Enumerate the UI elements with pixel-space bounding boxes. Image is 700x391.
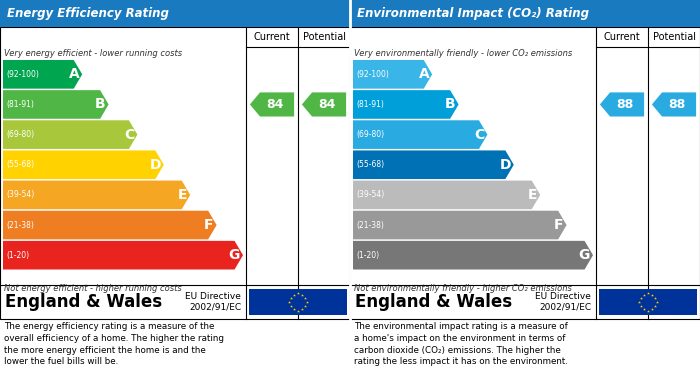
Text: (69-80): (69-80) <box>6 130 34 139</box>
Text: D: D <box>149 158 161 172</box>
Text: England & Wales: England & Wales <box>355 293 512 311</box>
Bar <box>350 0 700 27</box>
Text: (21-38): (21-38) <box>356 221 384 230</box>
Text: (21-38): (21-38) <box>6 221 34 230</box>
Polygon shape <box>353 90 458 119</box>
Bar <box>350 27 700 319</box>
Text: England & Wales: England & Wales <box>5 293 162 311</box>
Text: Potential: Potential <box>302 32 346 42</box>
Text: E: E <box>528 188 537 202</box>
Text: B: B <box>445 97 456 111</box>
Text: Very energy efficient - lower running costs: Very energy efficient - lower running co… <box>4 49 182 58</box>
Text: F: F <box>554 218 564 232</box>
Text: EU Directive
2002/91/EC: EU Directive 2002/91/EC <box>535 292 591 312</box>
Bar <box>599 289 697 315</box>
Polygon shape <box>250 92 294 117</box>
Text: E: E <box>178 188 187 202</box>
Text: The environmental impact rating is a measure of
a home's impact on the environme: The environmental impact rating is a mea… <box>354 322 568 366</box>
Polygon shape <box>3 211 216 239</box>
Text: Potential: Potential <box>652 32 696 42</box>
Text: Current: Current <box>603 32 640 42</box>
Text: D: D <box>499 158 511 172</box>
Text: (81-91): (81-91) <box>356 100 384 109</box>
Text: Not energy efficient - higher running costs: Not energy efficient - higher running co… <box>4 284 182 293</box>
Text: Not environmentally friendly - higher CO₂ emissions: Not environmentally friendly - higher CO… <box>354 284 572 293</box>
Text: (92-100): (92-100) <box>356 70 389 79</box>
Polygon shape <box>3 90 108 119</box>
Text: A: A <box>419 67 429 81</box>
Polygon shape <box>353 151 514 179</box>
Polygon shape <box>353 211 566 239</box>
Text: Very environmentally friendly - lower CO₂ emissions: Very environmentally friendly - lower CO… <box>354 49 573 58</box>
Text: (69-80): (69-80) <box>356 130 384 139</box>
Text: A: A <box>69 67 79 81</box>
Polygon shape <box>600 92 644 117</box>
Text: (39-54): (39-54) <box>356 190 384 199</box>
Text: (39-54): (39-54) <box>6 190 34 199</box>
Text: (1-20): (1-20) <box>356 251 379 260</box>
Text: 88: 88 <box>668 98 685 111</box>
Bar <box>249 289 347 315</box>
Polygon shape <box>3 241 243 269</box>
Text: C: C <box>124 127 134 142</box>
Polygon shape <box>652 92 696 117</box>
Text: The energy efficiency rating is a measure of the
overall efficiency of a home. T: The energy efficiency rating is a measur… <box>4 322 224 366</box>
Polygon shape <box>3 60 82 89</box>
Text: F: F <box>204 218 214 232</box>
Polygon shape <box>353 241 593 269</box>
Text: (55-68): (55-68) <box>6 160 34 169</box>
Text: Current: Current <box>253 32 290 42</box>
Text: Energy Efficiency Rating: Energy Efficiency Rating <box>7 7 169 20</box>
Text: C: C <box>474 127 484 142</box>
Text: G: G <box>229 248 240 262</box>
Polygon shape <box>3 120 137 149</box>
Polygon shape <box>353 181 540 209</box>
Bar <box>0 27 350 319</box>
Text: (55-68): (55-68) <box>356 160 384 169</box>
Text: 84: 84 <box>318 98 335 111</box>
Polygon shape <box>3 151 164 179</box>
Polygon shape <box>302 92 346 117</box>
Text: (1-20): (1-20) <box>6 251 29 260</box>
Text: 84: 84 <box>266 98 284 111</box>
Text: Environmental Impact (CO₂) Rating: Environmental Impact (CO₂) Rating <box>357 7 589 20</box>
Text: 88: 88 <box>616 98 634 111</box>
Text: (92-100): (92-100) <box>6 70 39 79</box>
Polygon shape <box>3 181 190 209</box>
Bar <box>0 0 350 27</box>
Text: B: B <box>95 97 106 111</box>
Polygon shape <box>353 60 432 89</box>
Polygon shape <box>353 120 487 149</box>
Text: EU Directive
2002/91/EC: EU Directive 2002/91/EC <box>185 292 241 312</box>
Text: G: G <box>579 248 590 262</box>
Text: (81-91): (81-91) <box>6 100 34 109</box>
